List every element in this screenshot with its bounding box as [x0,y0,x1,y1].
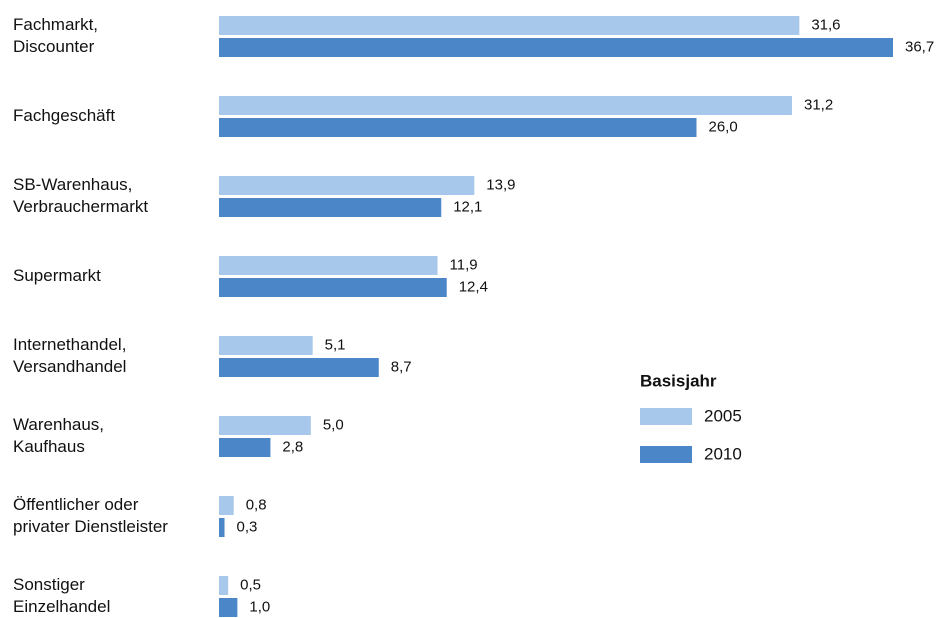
bar [219,38,893,57]
value-label: 0,5 [240,576,261,593]
bar [219,518,225,537]
category-label: Warenhaus, [13,415,104,434]
value-label: 5,0 [323,416,344,433]
value-label: 13,9 [486,176,515,193]
bar [219,118,697,137]
category-label: Supermarkt [13,266,101,285]
category-label: Fachgeschäft [13,106,115,125]
bar [219,438,271,457]
category-label: Kaufhaus [13,437,85,456]
bar [219,176,475,195]
bar [219,496,234,515]
category-label: Öffentlicher oder [13,495,139,514]
legend-label: 2010 [704,444,742,463]
category-label: Fachmarkt, [13,15,98,34]
legend-swatch [640,446,692,463]
bar [219,256,438,275]
legend-label: 2005 [704,406,742,425]
value-label: 0,3 [237,518,258,535]
value-label: 12,1 [453,198,482,215]
value-label: 26,0 [708,118,737,135]
bar [219,198,442,217]
value-label: 0,8 [246,496,267,513]
category-label: SB-Warenhaus, [13,175,132,194]
value-label: 12,4 [459,278,488,295]
bar [219,278,447,297]
category-label: Einzelhandel [13,597,110,616]
category-label: Internethandel, [13,335,126,354]
bar [219,16,800,35]
value-label: 36,7 [905,38,934,55]
value-label: 31,2 [804,96,833,113]
value-label: 31,6 [811,16,840,33]
bar [219,336,313,355]
bar [219,416,311,435]
legend-title: Basisjahr [640,371,717,390]
value-label: 8,7 [391,358,412,375]
category-label: privater Dienstleister [13,517,168,536]
bar [219,96,792,115]
value-label: 1,0 [249,598,270,615]
bar [219,358,379,377]
value-label: 11,9 [450,256,478,273]
category-label: Discounter [13,37,95,56]
legend-swatch [640,408,692,425]
bar [219,576,229,595]
category-label: Versandhandel [13,357,126,376]
category-label: Verbrauchermarkt [13,197,148,216]
value-label: 2,8 [282,438,303,455]
value-label: 5,1 [325,336,346,353]
bar [219,598,238,617]
category-label: Sonstiger [13,575,85,594]
